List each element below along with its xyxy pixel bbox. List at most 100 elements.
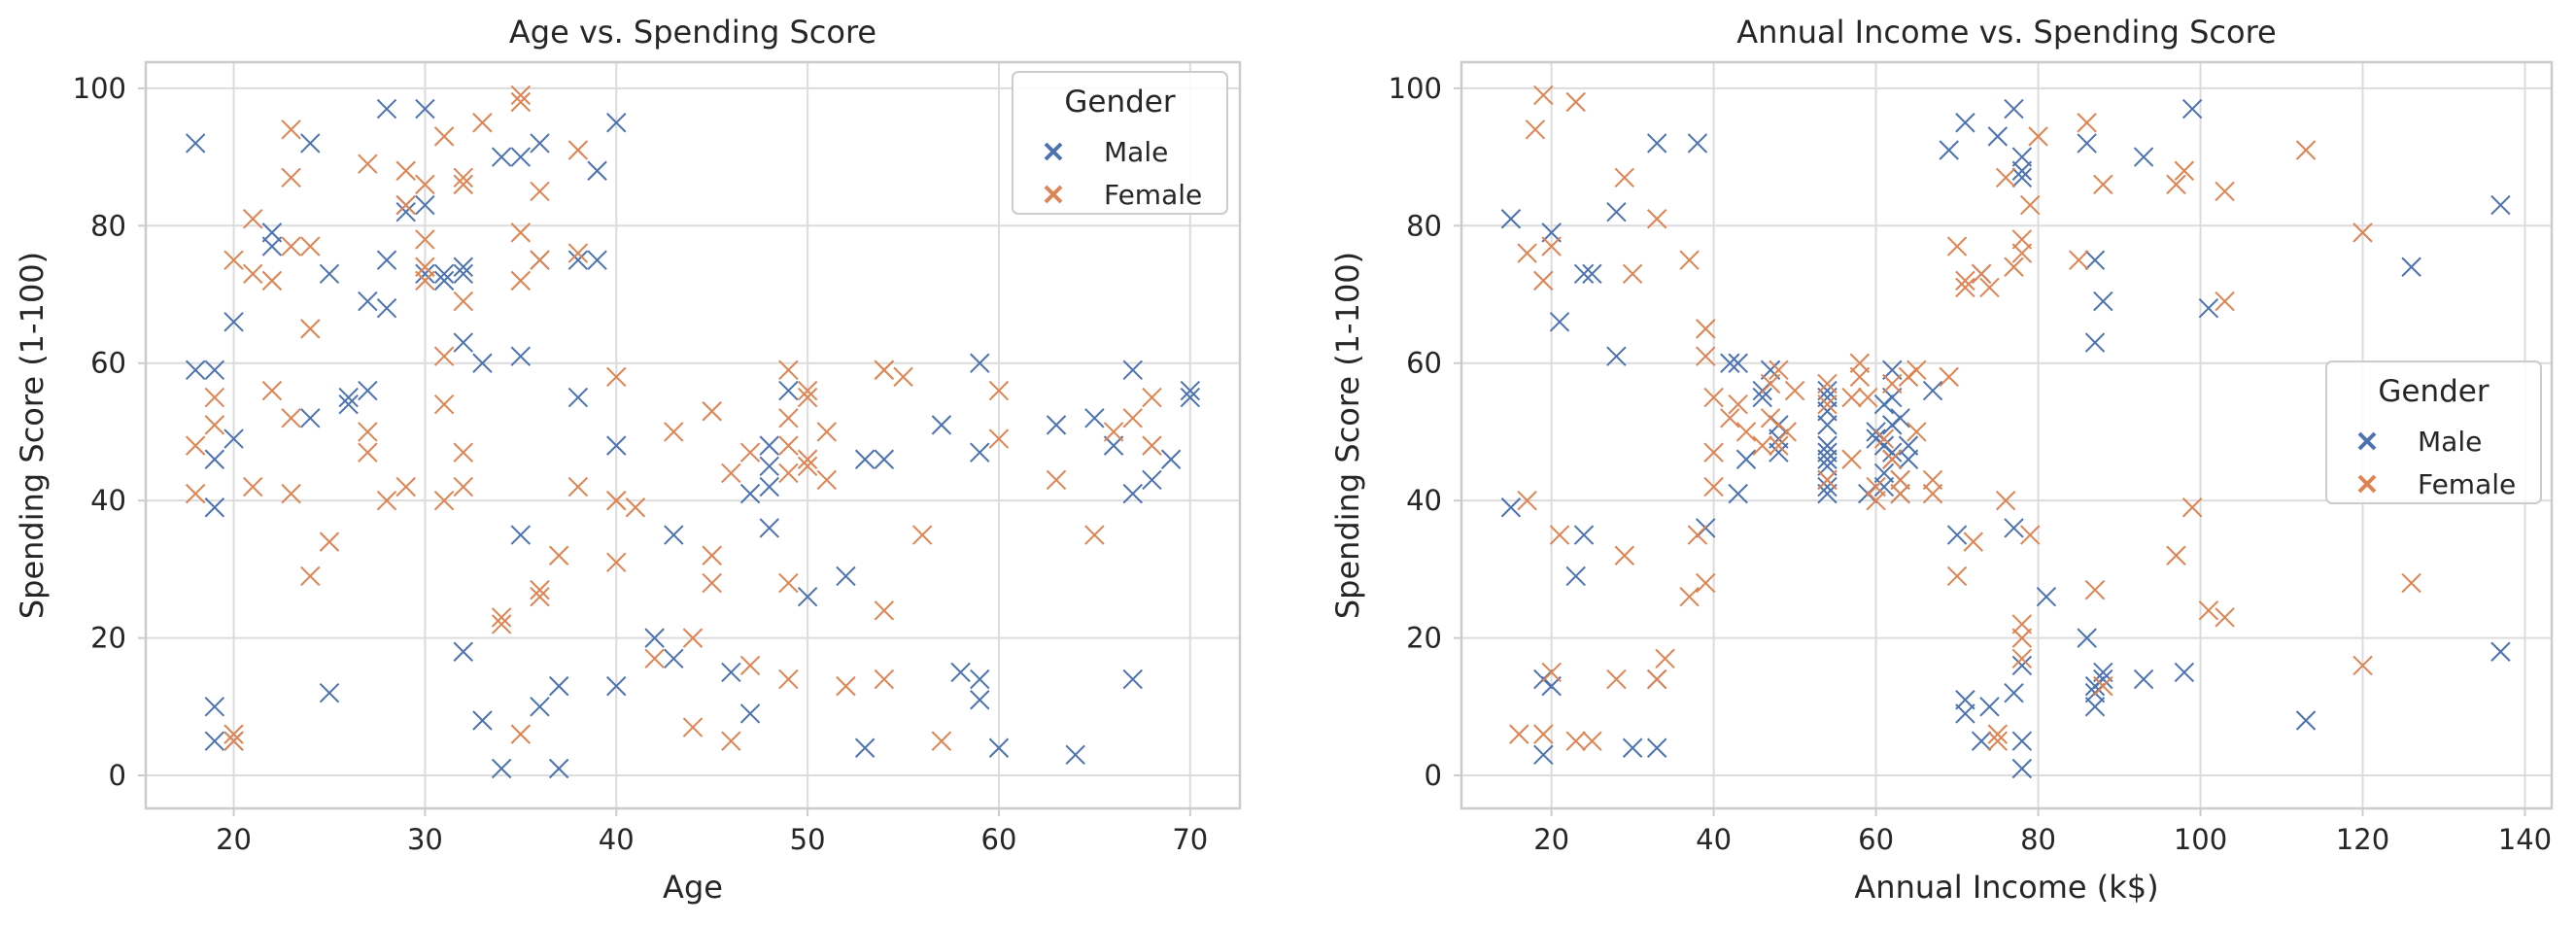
data-point-female (1533, 85, 1554, 106)
data-point-female (472, 113, 493, 133)
data-point-male (1752, 387, 1772, 408)
data-point-male (854, 737, 876, 758)
data-point-male (970, 690, 990, 710)
data-point-female (893, 366, 913, 388)
data-point-female (1873, 428, 1895, 449)
data-point-female (816, 469, 838, 491)
data-point-male (510, 147, 532, 167)
y-tick-label: 20 (90, 622, 126, 655)
data-point-female (2198, 600, 2219, 621)
data-point-male (2133, 668, 2154, 690)
data-point-female (1955, 270, 1975, 291)
data-point-male (567, 387, 589, 408)
data-point-female (1979, 277, 2000, 298)
data-point-male (395, 201, 416, 223)
data-point-male (1817, 483, 1838, 504)
data-point-male (1180, 380, 1201, 401)
data-point-male (2011, 731, 2033, 751)
data-point-male (1955, 113, 1975, 133)
data-point-female (2353, 223, 2373, 243)
data-point-female (1517, 243, 1537, 263)
data-point-male (1898, 435, 1919, 456)
data-point-female (1533, 724, 1554, 744)
data-point-male (415, 263, 435, 285)
data-point-female (281, 120, 301, 140)
data-point-female (778, 668, 799, 690)
data-point-male (1946, 525, 1968, 545)
x-tick-label: 70 (1172, 823, 1208, 856)
data-point-male (739, 703, 761, 724)
data-point-female (988, 428, 1010, 449)
data-point-female (644, 648, 665, 669)
data-point-male (1122, 668, 1143, 690)
data-point-male (2198, 297, 2219, 319)
data-point-male (1728, 483, 1748, 504)
data-point-male (1817, 435, 1838, 456)
data-point-male (1873, 476, 1895, 497)
data-point-male (319, 682, 340, 703)
series-female (185, 85, 1162, 751)
data-point-female (1906, 422, 1927, 442)
y-axis-label: Spending Score (1-100) (1329, 252, 1366, 619)
data-point-female (510, 91, 532, 113)
data-point-female (1939, 366, 1959, 388)
data-point-male (1760, 360, 1781, 381)
data-point-female (243, 263, 263, 285)
data-point-female (185, 483, 206, 504)
data-point-female (931, 731, 952, 751)
data-point-male (2084, 697, 2106, 717)
legend-marker-female (2357, 474, 2377, 494)
data-point-female (1955, 277, 1975, 298)
data-point-female (1582, 731, 1602, 751)
data-point-female (261, 270, 283, 291)
data-point-female (1858, 387, 1878, 408)
y-tick-label: 100 (1389, 72, 1442, 105)
data-point-male (530, 697, 550, 717)
data-point-female (395, 160, 416, 181)
y-tick-label: 0 (109, 759, 126, 792)
x-tick-label: 20 (1533, 823, 1569, 856)
data-point-female (797, 380, 818, 401)
data-point-male (1817, 456, 1838, 477)
legend-box (1012, 71, 1228, 215)
data-point-male (759, 476, 779, 497)
x-tick-label: 100 (2174, 823, 2227, 856)
data-point-female (530, 181, 550, 202)
data-point-male (1573, 525, 1595, 545)
data-point-male (1882, 360, 1903, 381)
data-point-female (243, 209, 263, 229)
data-point-female (415, 174, 435, 195)
data-point-female (1769, 435, 1789, 456)
data-point-female (261, 380, 283, 401)
data-point-female (2028, 126, 2048, 147)
data-point-male (433, 270, 455, 291)
data-point-female (1890, 469, 1910, 491)
data-point-male (300, 408, 321, 428)
legend: Gender Male Female (1012, 71, 1228, 215)
data-point-male (1955, 690, 1975, 710)
data-point-female (433, 394, 455, 415)
data-point-female (2215, 291, 2235, 312)
data-point-male (606, 435, 627, 456)
data-point-female (491, 607, 512, 628)
data-point-male (1720, 353, 1740, 373)
data-point-male (1971, 731, 1992, 751)
data-point-female (1906, 360, 1927, 381)
data-point-male (1817, 415, 1838, 435)
data-point-female (988, 380, 1010, 401)
data-point-female (1703, 442, 1724, 462)
data-point-female (721, 462, 741, 484)
data-point-female (1946, 565, 1968, 587)
data-point-male (2004, 98, 2024, 120)
data-point-female (223, 250, 244, 270)
data-point-male (1103, 435, 1124, 456)
data-point-female (1784, 380, 1805, 401)
data-point-female (2011, 243, 2033, 263)
data-point-female (1841, 387, 1862, 408)
data-point-male (874, 449, 895, 469)
data-point-female (1122, 408, 1143, 428)
data-point-male (1890, 408, 1910, 428)
data-point-female (1817, 373, 1838, 394)
data-point-female (1646, 668, 1667, 690)
data-point-male (797, 586, 818, 607)
